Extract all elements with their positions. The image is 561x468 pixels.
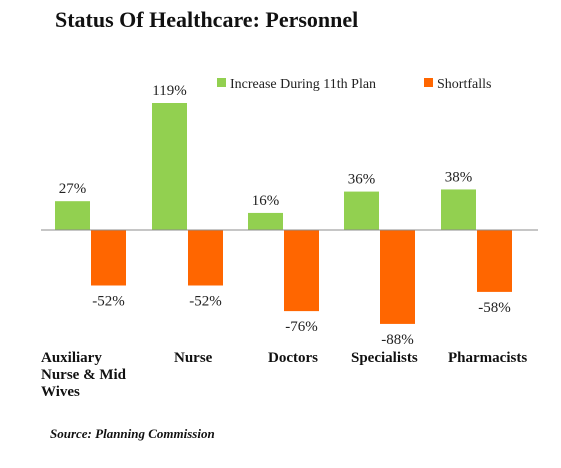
data-label-shortfall-0: -52% (92, 293, 125, 309)
plot-area: 27% 119% 16% 36% 38% -52% -52% -76% -88% -58% (55, 83, 512, 348)
data-label-increase-0: 27% (59, 181, 87, 197)
legend-swatch-shortfalls (424, 78, 433, 87)
category-label-line: Nurse & Mid (41, 367, 127, 383)
bar-shortfall-4 (477, 230, 512, 292)
category-label-2: Doctors (268, 350, 318, 366)
data-label-increase-3: 36% (348, 172, 376, 188)
source-note: Source: Planning Commission (50, 426, 215, 441)
category-labels: Auxiliary Nurse & Mid Wives Nurse Doctors Spe… (41, 350, 527, 400)
data-label-increase-2: 16% (252, 193, 280, 209)
data-label-shortfall-1: -52% (189, 293, 222, 309)
bar-shortfall-1 (188, 230, 223, 286)
legend-swatch-increase (217, 78, 226, 87)
category-label-1: Nurse (174, 350, 213, 366)
bar-shortfall-0 (91, 230, 126, 286)
category-label-3: Specialists (351, 350, 418, 366)
bar-increase-2 (248, 212, 283, 230)
category-label-line: Auxiliary (41, 350, 102, 366)
category-label-line: Wives (41, 384, 80, 400)
bar-increase-1 (152, 103, 187, 230)
bar-shortfall-3 (380, 230, 415, 324)
bar-increase-4 (441, 189, 476, 230)
legend-label-shortfalls: Shortfalls (437, 77, 491, 92)
chart-title: Status Of Healthcare: Personnel (55, 7, 358, 32)
data-label-increase-1: 119% (152, 83, 186, 99)
data-label-shortfall-2: -76% (285, 319, 318, 335)
category-label-4: Pharmacists (448, 350, 527, 366)
legend: Increase During 11th Plan Shortfalls (217, 77, 491, 92)
legend-label-increase: Increase During 11th Plan (230, 77, 376, 92)
data-label-shortfall-4: -58% (478, 300, 511, 316)
bar-increase-0 (55, 201, 90, 230)
data-label-shortfall-3: -88% (381, 332, 414, 348)
bar-shortfall-2 (284, 230, 319, 312)
category-label-line: Pharmacists (448, 350, 527, 366)
category-label-0: Auxiliary Nurse & Mid Wives (41, 350, 127, 400)
data-label-increase-4: 38% (445, 169, 473, 185)
category-label-line: Doctors (268, 350, 318, 366)
category-label-line: Specialists (351, 350, 418, 366)
bar-increase-3 (344, 191, 379, 230)
category-label-line: Nurse (174, 350, 213, 366)
